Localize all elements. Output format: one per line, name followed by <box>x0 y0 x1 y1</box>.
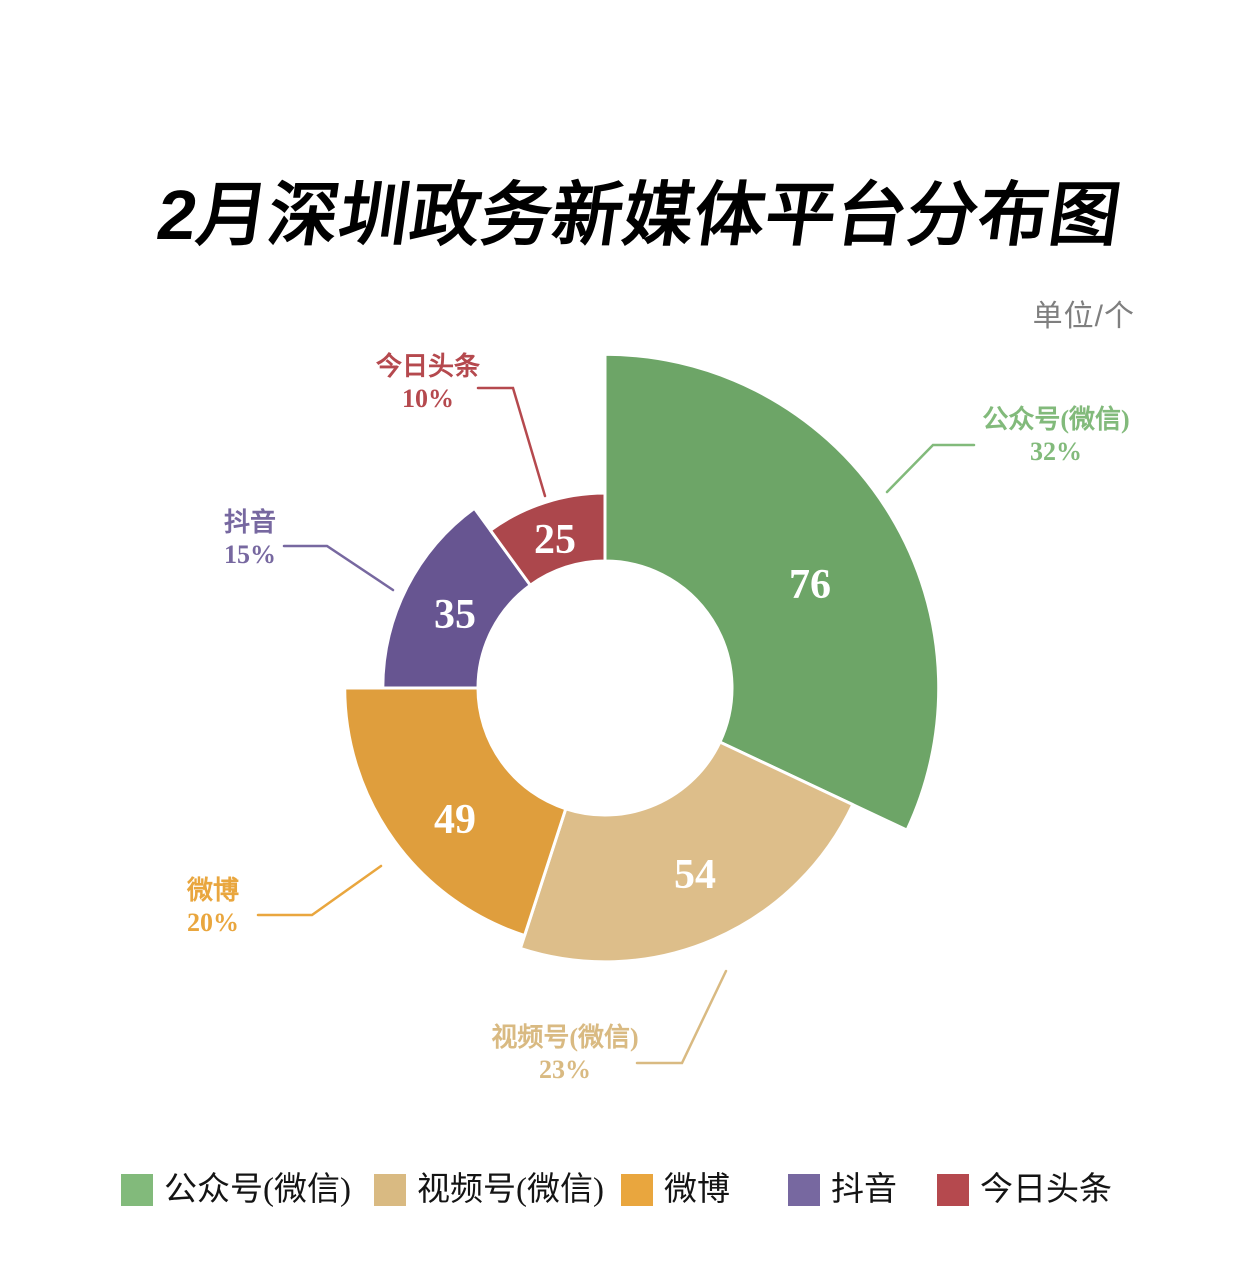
legend-label: 微博 <box>664 1172 730 1208</box>
legend-item-toutiao[interactable]: 今日头条 <box>937 1173 1112 1207</box>
pie-slice-1[interactable] <box>518 740 855 964</box>
legend-label: 视频号(微信) <box>417 1172 604 1208</box>
legend-label: 今日头条 <box>980 1172 1112 1208</box>
legend-label: 抖音 <box>831 1172 897 1208</box>
slice-value-label: 35 <box>434 592 476 638</box>
legend-label: 公众号(微信) <box>164 1172 351 1208</box>
callout-weibo: 微博 20% <box>187 875 239 938</box>
legend-swatch <box>121 1174 153 1206</box>
slice-value-label: 76 <box>789 562 831 608</box>
slice-value-label: 54 <box>674 852 716 898</box>
pie-slice-0[interactable] <box>603 352 941 832</box>
callout-douyin: 抖音 15% <box>224 507 276 570</box>
callout-percent: 20% <box>186 907 239 937</box>
legend-item-douyin[interactable]: 抖音 <box>788 1173 897 1207</box>
callout-name: 微博 <box>186 876 240 905</box>
legend-item-weibo[interactable]: 微博 <box>621 1173 730 1207</box>
pie-slice-3[interactable] <box>381 506 532 690</box>
callout-toutiao: 今日头条 10% <box>376 351 480 414</box>
leader-line-2 <box>256 864 383 917</box>
leader-line-3 <box>282 544 395 592</box>
slice-value-label: 25 <box>534 517 576 563</box>
leader-line-0 <box>885 443 976 494</box>
legend-item-wechat-video[interactable]: 视频号(微信) <box>374 1173 604 1207</box>
legend-swatch <box>788 1174 820 1206</box>
callout-percent: 23% <box>538 1054 591 1084</box>
legend-swatch <box>374 1174 406 1206</box>
pie-slice-4[interactable] <box>488 491 607 587</box>
slice-value-label: 49 <box>434 797 476 843</box>
legend-swatch <box>937 1174 969 1206</box>
callout-name: 抖音 <box>223 508 277 537</box>
leader-line-4 <box>476 386 547 498</box>
callout-name: 视频号(微信) <box>491 1023 639 1052</box>
callout-percent: 32% <box>1029 436 1082 466</box>
callout-wechat-video: 视频号(微信) 23% <box>491 1022 638 1085</box>
leader-line-1 <box>635 969 728 1065</box>
unit-label: 单位/个 <box>1032 300 1135 333</box>
legend-swatch <box>621 1174 653 1206</box>
callout-percent: 15% <box>223 539 276 569</box>
callout-wechat-official: 公众号(微信) 32% <box>982 404 1129 467</box>
callout-percent: 10% <box>401 383 454 413</box>
legend-item-wechat-official[interactable]: 公众号(微信) <box>121 1173 351 1207</box>
callout-name: 今日头条 <box>375 352 481 381</box>
legend: 公众号(微信) 视频号(微信) 微博 抖音 今日头条 <box>0 1173 1241 1213</box>
pie-slice-2[interactable] <box>343 686 568 938</box>
callout-name: 公众号(微信) <box>982 405 1130 434</box>
